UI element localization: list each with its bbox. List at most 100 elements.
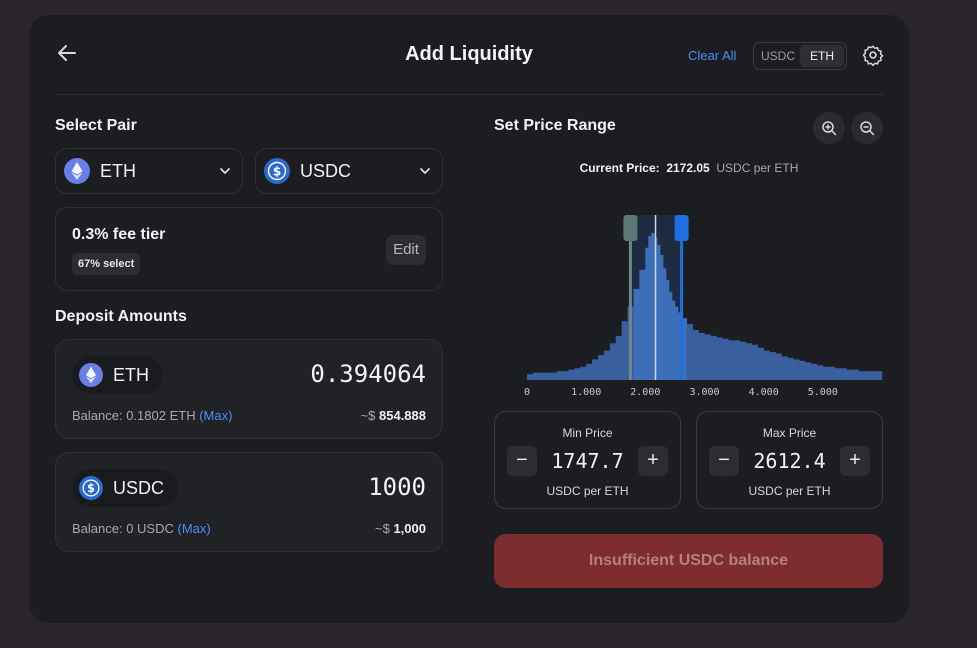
liquidity-bar bbox=[793, 359, 800, 380]
liquidity-bar bbox=[799, 360, 806, 380]
liquidity-bar bbox=[586, 363, 593, 380]
denomination-toggle: USDC ETH bbox=[753, 42, 847, 70]
fee-tier-box: 0.3% fee tier 67% select Edit bbox=[55, 207, 443, 291]
liquidity-bar bbox=[592, 359, 599, 380]
min-price-decrement-button[interactable]: − bbox=[507, 446, 537, 476]
liquidity-bar bbox=[651, 233, 655, 380]
liquidity-bar bbox=[811, 363, 818, 380]
liquidity-bar bbox=[532, 372, 540, 380]
eth-usd-amount: 854.888 bbox=[379, 408, 426, 423]
usdc-chip-label: USDC bbox=[113, 477, 165, 498]
eth-token-chip: ETH bbox=[72, 356, 163, 394]
back-arrow-icon[interactable] bbox=[55, 41, 79, 65]
liquidity-bar bbox=[603, 350, 611, 380]
liquidity-bar bbox=[716, 337, 723, 380]
usdc-max-button[interactable]: (Max) bbox=[177, 521, 211, 536]
max-range-handle bbox=[674, 215, 689, 241]
liquidity-bar bbox=[704, 334, 711, 380]
liquidity-bar bbox=[775, 353, 782, 380]
min-price-box: Min Price − 1747.7 + USDC per ETH bbox=[494, 411, 681, 509]
usdc-deposit-box: $ USDC Balance: 0 USDC (Max) ~$ 1,000 bbox=[55, 452, 443, 552]
liquidity-bar bbox=[615, 335, 622, 380]
usdc-token-chip: $ USDC bbox=[72, 469, 179, 507]
liquidity-bar bbox=[609, 343, 617, 380]
liquidity-bar bbox=[639, 269, 646, 380]
liquidity-bar bbox=[648, 235, 652, 380]
usdc-balance: Balance: 0 USDC (Max) bbox=[72, 521, 211, 536]
x-tick-label: 5,000 bbox=[808, 387, 838, 395]
fee-select-badge: 67% select bbox=[72, 253, 141, 275]
max-price-box: Max Price − 2612.4 + USDC per ETH bbox=[696, 411, 883, 509]
page-title: Add Liquidity bbox=[405, 43, 533, 65]
usdc-usd-amount: 1,000 bbox=[393, 521, 426, 536]
liquidity-bar bbox=[734, 340, 741, 380]
liquidity-bar bbox=[763, 350, 770, 380]
max-price-unit: USDC per ETH bbox=[748, 484, 831, 498]
min-price-label: Min Price bbox=[562, 426, 613, 440]
zoom-in-icon[interactable] bbox=[813, 112, 845, 144]
liquidity-bar bbox=[562, 371, 569, 380]
toggle-eth[interactable]: ETH bbox=[800, 45, 844, 67]
token-b-name: USDC bbox=[300, 160, 352, 181]
min-price-value[interactable]: 1747.7 bbox=[551, 449, 624, 473]
max-price-increment-button[interactable]: + bbox=[840, 446, 870, 476]
chevron-down-icon bbox=[220, 168, 230, 175]
select-pair-label: Select Pair bbox=[55, 117, 137, 134]
token-a-name: ETH bbox=[100, 160, 136, 181]
liquidity-bar bbox=[669, 291, 673, 380]
insufficient-balance-button[interactable]: Insufficient USDC balance bbox=[494, 534, 883, 588]
liquidity-bar bbox=[674, 306, 679, 380]
set-price-range-label: Set Price Range bbox=[494, 117, 616, 134]
liquidity-bar bbox=[663, 268, 667, 380]
liquidity-bar bbox=[568, 369, 575, 380]
liquidity-bar bbox=[740, 341, 747, 380]
toggle-usdc[interactable]: USDC bbox=[760, 49, 795, 63]
clear-all-button[interactable]: Clear All bbox=[688, 48, 737, 63]
liquidity-bar bbox=[698, 332, 705, 380]
eth-balance: Balance: 0.1802 ETH (Max) bbox=[72, 408, 232, 423]
liquidity-bar bbox=[677, 312, 682, 380]
liquidity-bar bbox=[527, 374, 534, 380]
eth-amount-input[interactable] bbox=[226, 360, 426, 388]
liquidity-bar bbox=[858, 371, 871, 380]
liquidity-bar bbox=[692, 330, 699, 380]
eth-max-button[interactable]: (Max) bbox=[199, 408, 233, 423]
usdc-amount-input[interactable] bbox=[226, 473, 426, 501]
current-price-label: Current Price: bbox=[579, 161, 660, 175]
min-price-increment-button[interactable]: + bbox=[638, 446, 668, 476]
zoom-out-icon[interactable] bbox=[851, 112, 883, 144]
liquidity-bar bbox=[550, 372, 557, 380]
liquidity-bar bbox=[751, 344, 759, 380]
liquidity-bar bbox=[710, 335, 717, 380]
token-b-select[interactable]: $ USDC bbox=[255, 148, 443, 194]
current-price-unit: USDC per ETH bbox=[716, 161, 799, 175]
eth-icon bbox=[64, 158, 90, 184]
min-price-unit: USDC per ETH bbox=[546, 484, 629, 498]
liquidity-bar bbox=[805, 362, 812, 380]
chevron-down-icon bbox=[420, 168, 430, 175]
liquidity-bar bbox=[556, 371, 563, 380]
liquidity-bar bbox=[598, 355, 605, 380]
liquidity-bar bbox=[745, 343, 753, 380]
liquidity-bar bbox=[645, 247, 649, 380]
add-liquidity-panel: Add Liquidity Clear All USDC ETH Select … bbox=[29, 15, 909, 623]
liquidity-bar bbox=[834, 368, 847, 380]
usdc-usd-value: ~$ 1,000 bbox=[375, 521, 426, 536]
liquidity-bar bbox=[574, 368, 581, 380]
liquidity-chart[interactable]: 0 1,000 2,000 3,000 4,000 5,000 bbox=[521, 195, 885, 395]
fee-tier-title: 0.3% fee tier bbox=[72, 226, 166, 243]
eth-usd-prefix: ~$ bbox=[360, 408, 376, 423]
liquidity-bar bbox=[538, 372, 546, 380]
max-price-value[interactable]: 2612.4 bbox=[753, 449, 826, 473]
usdc-icon: $ bbox=[79, 476, 103, 500]
liquidity-bar bbox=[660, 255, 664, 380]
max-price-label: Max Price bbox=[762, 426, 817, 440]
usdc-icon: $ bbox=[264, 158, 290, 184]
eth-chip-label: ETH bbox=[113, 364, 149, 385]
liquidity-bar bbox=[846, 369, 859, 380]
edit-fee-button[interactable]: Edit bbox=[386, 235, 426, 265]
token-a-select[interactable]: ETH bbox=[55, 148, 243, 194]
max-price-decrement-button[interactable]: − bbox=[709, 446, 739, 476]
min-range-handle bbox=[623, 215, 638, 241]
gear-icon[interactable] bbox=[862, 44, 884, 67]
